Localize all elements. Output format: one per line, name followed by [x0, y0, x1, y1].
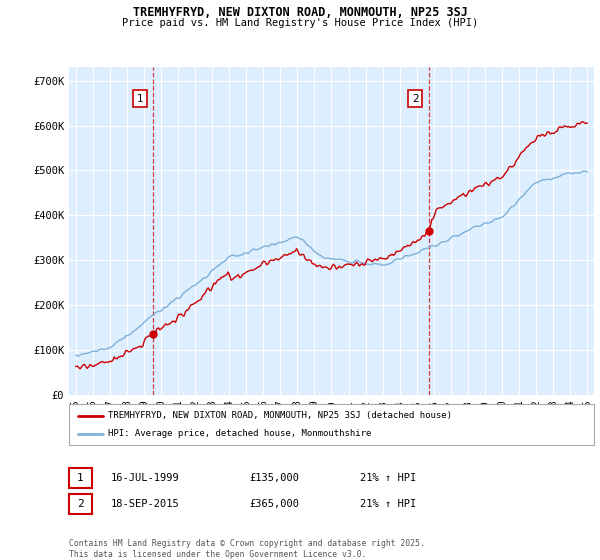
Text: £365,000: £365,000 [249, 499, 299, 509]
Text: 1: 1 [77, 473, 84, 483]
Text: HPI: Average price, detached house, Monmouthshire: HPI: Average price, detached house, Monm… [109, 430, 372, 438]
Text: 2: 2 [77, 499, 84, 509]
Text: Contains HM Land Registry data © Crown copyright and database right 2025.
This d: Contains HM Land Registry data © Crown c… [69, 539, 425, 559]
Text: TREMHYFRYD, NEW DIXTON ROAD, MONMOUTH, NP25 3SJ (detached house): TREMHYFRYD, NEW DIXTON ROAD, MONMOUTH, N… [109, 411, 452, 420]
Text: 2: 2 [412, 94, 419, 104]
Text: 21% ↑ HPI: 21% ↑ HPI [360, 473, 416, 483]
Text: 16-JUL-1999: 16-JUL-1999 [111, 473, 180, 483]
Text: TREMHYFRYD, NEW DIXTON ROAD, MONMOUTH, NP25 3SJ: TREMHYFRYD, NEW DIXTON ROAD, MONMOUTH, N… [133, 6, 467, 18]
Text: £135,000: £135,000 [249, 473, 299, 483]
Text: 18-SEP-2015: 18-SEP-2015 [111, 499, 180, 509]
Text: 21% ↑ HPI: 21% ↑ HPI [360, 499, 416, 509]
Text: Price paid vs. HM Land Registry's House Price Index (HPI): Price paid vs. HM Land Registry's House … [122, 18, 478, 28]
Text: 1: 1 [136, 94, 143, 104]
